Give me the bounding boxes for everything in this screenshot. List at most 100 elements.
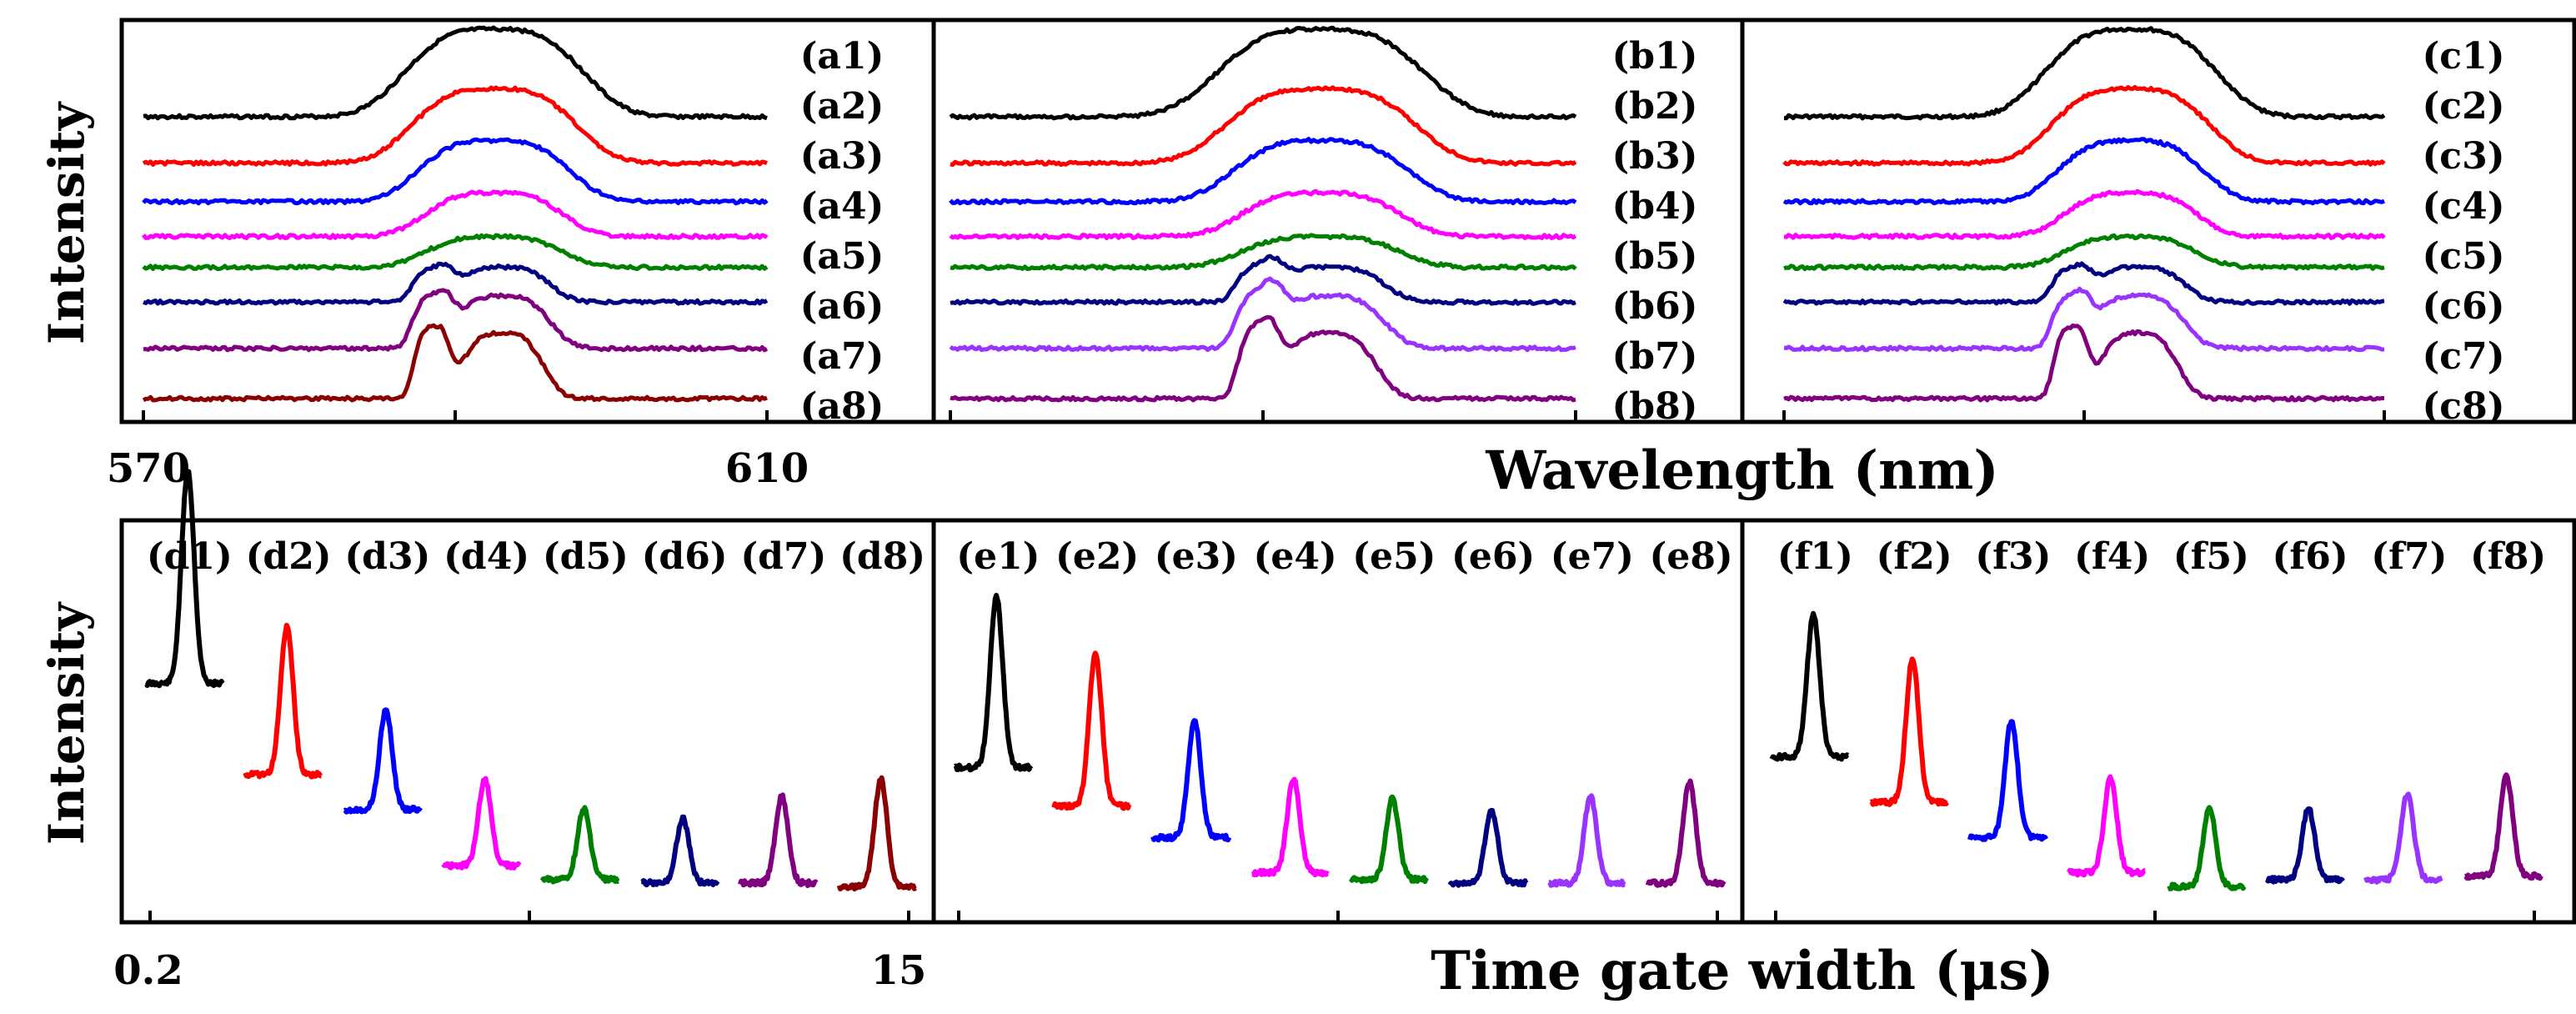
- top-panel-labels: (a1) (a2) (a3) (a4) (a5) (a6) (a7) (a8) (b1) (b2)…: [800, 35, 2505, 428]
- top-panel-label-a4: (a4): [800, 185, 885, 228]
- bottom-trace-d4: [441, 776, 522, 871]
- top-trace-b1: [949, 25, 1577, 121]
- bottom-trace-d2: [243, 622, 323, 780]
- top-panel-label-b2: (b2): [1611, 85, 1697, 128]
- top-panel-label-a8: (a8): [800, 385, 885, 428]
- top-trace-a2: [142, 85, 769, 167]
- top-trace-c6: [1782, 261, 2385, 306]
- top-frame: [119, 18, 2576, 424]
- bottom-panel-label-e8: (e8): [1650, 535, 1733, 578]
- bottom-tick-label-max: 15: [871, 947, 927, 994]
- bottom-trace-f2: [1869, 656, 1949, 807]
- bottom-trace-f7: [2363, 791, 2444, 885]
- bottom-panel-label-d3: (d3): [344, 535, 430, 578]
- top-panel-label-c7: (c7): [2422, 335, 2504, 378]
- bottom-trace-d1: [144, 469, 225, 689]
- bottom-panel-label-d7: (d7): [740, 535, 826, 578]
- bottom-trace-d8: [836, 775, 917, 892]
- bottom-trace-f1: [1769, 610, 1850, 762]
- top-tick-label-max: 610: [725, 445, 809, 492]
- top-ticks: [142, 410, 2386, 422]
- top-trace-c5: [1783, 233, 2385, 272]
- top-ylabel: Intensity: [38, 101, 95, 345]
- top-trace-c4: [1783, 188, 2386, 240]
- bottom-panel-label-e1: (e1): [956, 535, 1040, 578]
- bottom-panel-label-f1: (f1): [1777, 535, 1853, 578]
- top-trace-c1: [1783, 26, 2386, 121]
- bottom-panel-labels: (d1) (d2) (d3) (d4) (d5) (d6) (d7) (d8) (e1) (e2)…: [147, 535, 2546, 578]
- bottom-panel-label-d2: (d2): [246, 535, 332, 578]
- bottom-panel-label-d4: (d4): [444, 535, 529, 578]
- top-tick-label-min: 570: [107, 445, 190, 492]
- bottom-trace-e7: [1547, 793, 1627, 888]
- top-xlabel: Wavelength (nm): [1485, 439, 1998, 502]
- bottom-trace-e1: [953, 592, 1034, 773]
- top-panel-label-b8: (b8): [1611, 385, 1697, 428]
- top-panel-label-a1: (a1): [800, 35, 885, 78]
- top-panel-label-a3: (a3): [800, 135, 885, 178]
- bottom-ylabel: Intensity: [38, 601, 95, 846]
- top-panel-label-a2: (a2): [800, 85, 885, 128]
- bottom-panel-label-d8: (d8): [839, 535, 925, 578]
- bottom-trace-d3: [343, 707, 423, 815]
- bottom-panel-label-e4: (e4): [1254, 535, 1337, 578]
- bottom-trace-e4: [1250, 776, 1330, 878]
- top-trace-a4: [142, 189, 769, 240]
- bottom-trace-e2: [1051, 650, 1132, 811]
- top-trace-c7: [1783, 286, 2385, 353]
- bottom-trace-d6: [639, 814, 720, 888]
- top-panel-label-a7: (a7): [800, 335, 885, 378]
- bottom-ticks: [148, 911, 2536, 922]
- bottom-panel-label-f3: (f3): [1975, 535, 2051, 578]
- bottom-frame: [119, 518, 2576, 925]
- top-trace-c2: [1782, 85, 2386, 167]
- bottom-panel-label-f6: (f6): [2273, 535, 2348, 578]
- top-panel-label-b3: (b3): [1611, 135, 1697, 178]
- bottom-panel-label-e2: (e2): [1055, 535, 1139, 578]
- bottom-panel-label-e3: (e3): [1155, 535, 1238, 578]
- top-panel-label-c2: (c2): [2422, 85, 2504, 128]
- top-panel-label-a5: (a5): [800, 235, 885, 278]
- top-panel-label-c6: (c6): [2422, 285, 2504, 328]
- top-trace-c8: [1783, 324, 2384, 403]
- top-panel-label-c8: (c8): [2422, 385, 2504, 428]
- bottom-panel-label-e7: (e7): [1551, 535, 1634, 578]
- bottom-trace-d5: [539, 805, 620, 885]
- bottom-panel-label-e5: (e5): [1352, 535, 1436, 578]
- top-trace-b3: [949, 137, 1577, 206]
- top-trace-a6: [143, 261, 769, 306]
- bottom-trace-d7: [738, 792, 819, 888]
- bottom-panel-label-d6: (d6): [642, 535, 728, 578]
- top-trace-a8: [142, 323, 768, 403]
- bottom-panel-label-d1: (d1): [147, 535, 233, 578]
- top-panel-label-b4: (b4): [1611, 185, 1697, 228]
- top-panel-label-c3: (c3): [2422, 135, 2504, 178]
- bottom-traces: [144, 469, 2543, 892]
- top-panel-label-c1: (c1): [2422, 35, 2504, 78]
- top-panel-label-c4: (c4): [2422, 185, 2504, 228]
- top-trace-b8: [950, 314, 1576, 403]
- bottom-trace-f4: [2067, 774, 2147, 878]
- top-row: (a1) (a2) (a3) (a4) (a5) (a6) (a7) (a8) (b1) (b2)…: [38, 18, 2576, 502]
- bottom-panel-label-d5: (d5): [543, 535, 629, 578]
- bottom-trace-f5: [2166, 805, 2247, 892]
- bottom-panel-label-f5: (f5): [2173, 535, 2249, 578]
- top-trace-a7: [143, 288, 769, 353]
- bottom-panel-label-f7: (f7): [2371, 535, 2447, 578]
- bottom-panel-label-e6: (e6): [1451, 535, 1535, 578]
- top-panel-label-b6: (b6): [1611, 285, 1697, 328]
- bottom-trace-f8: [2463, 772, 2543, 881]
- bottom-trace-e6: [1447, 807, 1529, 888]
- top-trace-c3: [1782, 137, 2385, 206]
- top-panel-label-b1: (b1): [1611, 35, 1697, 78]
- bottom-trace-f6: [2264, 806, 2345, 885]
- bottom-trace-e3: [1150, 718, 1232, 843]
- top-trace-b4: [949, 188, 1577, 240]
- top-trace-a1: [143, 25, 768, 121]
- bottom-trace-e8: [1645, 778, 1727, 888]
- bottom-panel-label-f8: (f8): [2470, 535, 2546, 578]
- bottom-row: (d1) (d2) (d3) (d4) (d5) (d6) (d7) (d8) (e1) (e2)…: [38, 469, 2576, 1002]
- top-traces: [142, 25, 2386, 403]
- bottom-panel-label-f4: (f4): [2074, 535, 2150, 578]
